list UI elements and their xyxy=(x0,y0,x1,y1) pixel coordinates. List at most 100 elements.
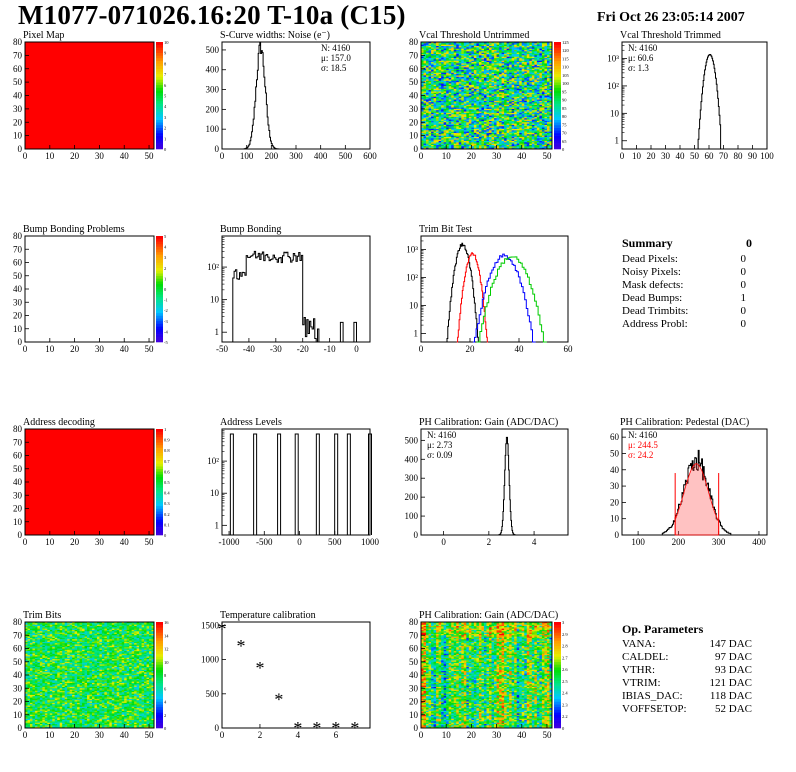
heatmap-cell xyxy=(438,128,442,131)
heatmap-cell xyxy=(468,131,472,134)
heatmap-cell xyxy=(436,136,440,139)
x-tick-label: -40 xyxy=(243,344,255,354)
heatmap-cell xyxy=(486,87,490,90)
heatmap-cell xyxy=(478,134,482,137)
heatmap-cell xyxy=(448,52,452,55)
heatmap-cell xyxy=(428,63,432,66)
heatmap-cell xyxy=(476,74,480,76)
heatmap-cell xyxy=(431,82,434,84)
heatmap-cell xyxy=(458,46,462,48)
heatmap-cell xyxy=(423,46,427,48)
heatmap-cell xyxy=(483,104,487,107)
palette-segment xyxy=(156,299,163,303)
heatmap-cell xyxy=(536,66,540,68)
heatmap-cell xyxy=(481,78,485,80)
heatmap-cell xyxy=(481,96,485,99)
heatmap-cell xyxy=(529,55,533,58)
heatmap-cell xyxy=(514,82,518,84)
heatmap-cell xyxy=(544,120,548,123)
heatmap-cell xyxy=(519,144,523,147)
heatmap-cell xyxy=(526,80,530,83)
heatmap-cell xyxy=(516,59,520,62)
heatmap-cell xyxy=(438,50,442,52)
heatmap-cell xyxy=(529,75,533,78)
heatmap-cell xyxy=(453,128,457,131)
palette-segment xyxy=(554,76,561,80)
heatmap-cell xyxy=(458,68,462,71)
heatmap-cell xyxy=(511,106,515,108)
heatmap-cell xyxy=(509,142,513,145)
heatmap-cell xyxy=(25,692,28,694)
heatmap-cell xyxy=(524,127,528,130)
heatmap-cell xyxy=(421,142,424,145)
heatmap-cell xyxy=(468,46,472,48)
heatmap-cell xyxy=(481,102,485,104)
heatmap-cell xyxy=(524,64,528,67)
heatmap-cell xyxy=(516,52,520,55)
heatmap-cell xyxy=(421,87,424,90)
palette-segment xyxy=(156,111,163,115)
heatmap-cell xyxy=(544,72,548,75)
heatmap-cell xyxy=(483,72,487,75)
address-level-spike xyxy=(294,433,299,535)
heatmap-cell xyxy=(536,99,540,102)
heatmap-cell xyxy=(461,82,465,84)
heatmap-cell xyxy=(473,42,477,44)
heatmap-cell xyxy=(514,47,518,50)
heatmap-cell xyxy=(504,115,508,118)
heatmap-cell xyxy=(539,98,543,100)
heatmap-cell xyxy=(423,79,427,82)
heatmap-cell xyxy=(499,132,503,135)
x-tick-label: 0 xyxy=(419,151,424,161)
heatmap-cell xyxy=(426,52,429,55)
heatmap-cell xyxy=(511,88,515,91)
heatmap-cell xyxy=(423,72,427,75)
heatmap-cell xyxy=(536,120,540,123)
heatmap-cell xyxy=(423,118,427,120)
heatmap-cell xyxy=(529,115,533,118)
heatmap-cell xyxy=(476,75,480,78)
heatmap-cell xyxy=(524,143,528,146)
heatmap-cell xyxy=(441,52,445,55)
heatmap-cell xyxy=(473,99,477,102)
heatmap-cell xyxy=(27,705,31,708)
heatmap-cell xyxy=(496,107,500,110)
page-title: M1077-071026.16:20 T-10a (C15) xyxy=(18,0,406,30)
heatmap-cell xyxy=(471,48,475,51)
heatmap-cell xyxy=(539,70,543,72)
heatmap-cell xyxy=(526,48,530,51)
heatmap-cell xyxy=(468,139,472,142)
heatmap-cell xyxy=(456,82,460,84)
heatmap-cell xyxy=(446,108,450,111)
heatmap-cell xyxy=(433,124,437,127)
heatmap-cell xyxy=(504,58,508,60)
heatmap-cell xyxy=(544,114,548,116)
heatmap-cell xyxy=(529,118,533,120)
heatmap-cell xyxy=(426,83,429,86)
heatmap-cell xyxy=(549,82,553,84)
heatmap-cell xyxy=(504,96,508,99)
y-tick-label: 60 xyxy=(13,258,23,268)
heatmap-cell xyxy=(516,42,520,44)
heatmap-cell xyxy=(438,59,442,62)
heatmap-cell xyxy=(476,142,480,145)
heatmap-cell xyxy=(421,62,424,64)
heatmap-cell xyxy=(456,84,460,87)
heatmap-cell xyxy=(428,83,432,86)
heatmap-cell xyxy=(476,52,480,55)
heatmap-cell xyxy=(466,76,470,79)
heatmap-cell xyxy=(516,120,520,123)
heatmap-cell xyxy=(433,44,437,47)
heatmap-cell xyxy=(453,135,457,138)
heatmap-cell xyxy=(531,47,535,50)
heatmap-cell xyxy=(453,100,457,103)
heatmap-cell xyxy=(433,47,437,50)
y-tick-label: 0 xyxy=(414,530,419,540)
heatmap-cell xyxy=(446,59,450,62)
heatmap-cell xyxy=(478,130,482,133)
heatmap-cell xyxy=(524,79,528,82)
heatmap-cell xyxy=(483,67,487,70)
heatmap-cell xyxy=(521,98,525,100)
heatmap-cell xyxy=(541,50,545,52)
heatmap-cell xyxy=(504,88,508,91)
